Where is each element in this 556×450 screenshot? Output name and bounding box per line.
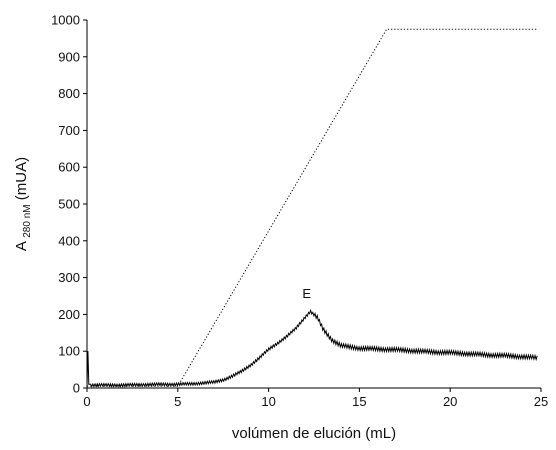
x-axis-title: volúmen de elución (mL) (232, 425, 396, 442)
y-axis-title-main: A (13, 241, 30, 251)
axes: 0 100 200 300 400 500 600 700 800 900 1000 0 5 10 15 20… (51, 13, 548, 410)
x-tick-label: 25 (534, 394, 548, 409)
x-tick-label: 5 (174, 394, 181, 409)
y-tick-label: 300 (58, 270, 80, 285)
y-tick-label: 400 (58, 233, 80, 248)
absorbance-trace (86, 308, 538, 388)
y-tick-label: 500 (58, 197, 80, 212)
y-tick-label: 100 (58, 344, 80, 359)
x-tick-label: 20 (443, 394, 457, 409)
marks: E (86, 28, 538, 388)
peak-label: E (302, 286, 311, 301)
labels: volúmen de elución (mL) A 280 nM (mUA) (13, 157, 396, 442)
x-tick-label: 0 (83, 394, 90, 409)
y-tick-label: 600 (58, 160, 80, 175)
gradient-line (87, 28, 538, 387)
y-axis-title-suffix: (mUA) (13, 157, 30, 200)
y-tick-label: 800 (58, 86, 80, 101)
y-tick-label: 0 (73, 381, 80, 396)
y-axis-title: A 280 nM (mUA) (13, 157, 34, 251)
y-tick-label: 700 (58, 123, 80, 138)
y-tick-label: 200 (58, 307, 80, 322)
y-tick-label: 900 (58, 49, 80, 64)
x-tick-label: 10 (261, 394, 275, 409)
x-tick-label: 15 (352, 394, 366, 409)
y-tick-label: 1000 (51, 13, 80, 28)
y-axis-title-subscript: 280 nM (22, 204, 33, 237)
